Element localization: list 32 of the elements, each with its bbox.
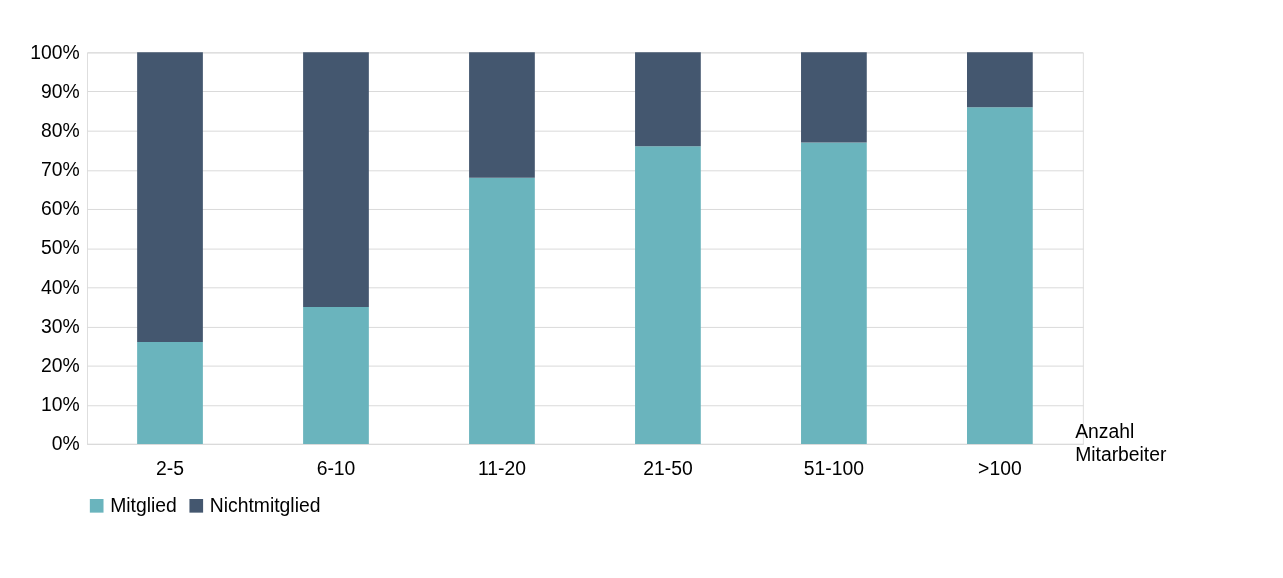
y-tick-label: 30% — [41, 315, 80, 337]
y-tick-label: 20% — [41, 354, 80, 376]
bar — [967, 52, 1033, 108]
bar — [137, 52, 203, 343]
bar — [801, 142, 867, 444]
x-axis-title: Anzahl Mitarbeiter — [1075, 421, 1167, 466]
y-tick-label: 90% — [41, 80, 80, 102]
bar — [469, 52, 535, 178]
y-tick-label: 70% — [41, 159, 80, 181]
y-tick-label: 60% — [41, 198, 80, 220]
legend-label: Nichtmitglied — [209, 494, 321, 516]
bar — [137, 342, 203, 444]
x-tick-label: 11-20 — [477, 458, 526, 480]
x-tick-label: 21-50 — [643, 458, 693, 480]
x-tick-label: >100 — [978, 458, 1022, 480]
bar — [635, 146, 701, 444]
x-tick-label: 51-100 — [803, 458, 864, 480]
bar — [303, 52, 369, 307]
y-tick-label: 40% — [41, 276, 80, 298]
x-tick-label: 2-5 — [156, 458, 184, 480]
x-tick-label: 6-10 — [316, 458, 356, 480]
bar — [635, 52, 701, 147]
y-tick-label: 50% — [41, 237, 80, 259]
legend-label: Mitglied — [110, 494, 177, 516]
y-tick-label: 10% — [41, 394, 80, 416]
bar — [801, 52, 867, 143]
bar — [469, 177, 535, 444]
y-tick-label: 100% — [30, 41, 80, 63]
bar — [303, 306, 369, 444]
bar — [967, 107, 1033, 444]
y-tick-label: 0% — [51, 433, 80, 455]
y-tick-label: 80% — [41, 119, 80, 141]
